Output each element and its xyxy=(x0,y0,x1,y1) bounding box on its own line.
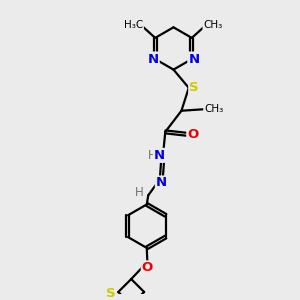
Text: O: O xyxy=(142,261,153,274)
Text: N: N xyxy=(148,52,159,65)
Text: CH₃: CH₃ xyxy=(204,104,224,114)
Text: O: O xyxy=(187,128,199,141)
Text: N: N xyxy=(156,176,167,190)
Text: CH₃: CH₃ xyxy=(203,20,223,30)
Text: H: H xyxy=(148,149,157,162)
Text: N: N xyxy=(154,149,165,162)
Text: H₃C: H₃C xyxy=(124,20,143,30)
Text: S: S xyxy=(189,81,199,94)
Text: S: S xyxy=(106,287,116,300)
Text: H: H xyxy=(135,187,144,200)
Text: N: N xyxy=(188,52,200,65)
